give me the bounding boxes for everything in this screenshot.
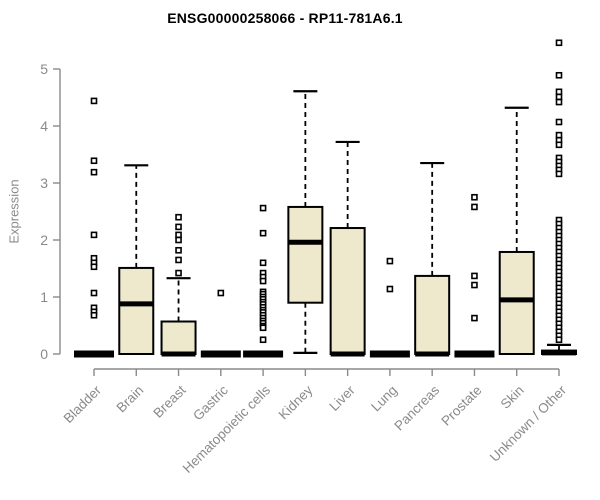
- flat-zero-bar-bladder: [74, 350, 114, 358]
- flat-zero-bar-hematopoietic-cells: [243, 350, 284, 358]
- outlier-point-unknown-other: [555, 39, 563, 47]
- outlier-point-lung: [386, 285, 394, 293]
- outlier-point-hematopoietic-cells: [259, 324, 267, 332]
- outlier-point-unknown-other: [555, 118, 563, 126]
- x-category-label-gastric: Gastric: [190, 382, 231, 423]
- x-category-label-liver: Liver: [326, 382, 358, 414]
- y-tick-label: 0: [40, 346, 48, 362]
- x-category-label-lung: Lung: [368, 383, 400, 415]
- chart-title: ENSG00000258066 - RP11-781A6.1: [167, 10, 403, 26]
- outlier-point-prostate: [471, 281, 478, 289]
- y-tick-label: 3: [40, 175, 48, 191]
- box-breast: [160, 320, 197, 356]
- outlier-point-bladder: [90, 311, 98, 319]
- outlier-point-gastric: [217, 289, 225, 297]
- outlier-point-unknown-other: [555, 93, 563, 101]
- x-category-label-breast: Breast: [150, 382, 188, 420]
- x-category-label-skin: Skin: [498, 383, 527, 412]
- box-pancreas: [414, 274, 451, 355]
- y-tick-label: 5: [40, 61, 48, 77]
- x-category-label-bladder: Bladder: [61, 382, 105, 426]
- outlier-point-breast: [175, 236, 182, 244]
- outlier-point-bladder: [90, 289, 98, 297]
- outlier-point-breast: [175, 246, 182, 254]
- x-category-label-prostate: Prostate: [438, 383, 484, 429]
- box-skin: [498, 250, 535, 355]
- outlier-point-breast: [175, 223, 182, 231]
- outlier-point-bladder: [90, 157, 98, 165]
- outlier-point-bladder: [90, 231, 98, 239]
- outlier-point-unknown-other: [555, 88, 563, 96]
- x-category-label-brain: Brain: [114, 383, 147, 416]
- outlier-point-bladder: [90, 168, 98, 176]
- outlier-point-breast: [175, 231, 182, 239]
- x-category-label-pancreas: Pancreas: [391, 382, 442, 433]
- outlier-point-hematopoietic-cells: [259, 229, 267, 237]
- y-tick-label: 4: [40, 118, 48, 134]
- outlier-point-unknown-other: [555, 71, 563, 79]
- outlier-point-unknown-other: [555, 170, 563, 178]
- outlier-point-hematopoietic-cells: [259, 277, 267, 285]
- y-tick-label: 1: [40, 289, 48, 305]
- x-category-label-unknown-other: Unknown / Other: [487, 382, 570, 465]
- outlier-point-hematopoietic-cells: [259, 204, 267, 212]
- outlier-point-lung: [386, 257, 394, 265]
- outlier-point-breast: [175, 256, 182, 264]
- outlier-point-hematopoietic-cells: [259, 336, 267, 344]
- outlier-point-prostate: [471, 314, 478, 322]
- outlier-point-unknown-other: [555, 131, 563, 139]
- outlier-point-prostate: [471, 193, 478, 201]
- flat-zero-bar-lung: [369, 350, 410, 358]
- outlier-point-bladder: [90, 97, 98, 105]
- box-brain: [118, 266, 155, 355]
- outlier-point-breast: [175, 213, 182, 221]
- outlier-point-unknown-other: [555, 141, 563, 149]
- outlier-point-prostate: [471, 203, 478, 211]
- outlier-point-hematopoietic-cells: [259, 259, 267, 267]
- outlier-point-bladder: [90, 263, 98, 271]
- flat-zero-bar-prostate: [454, 350, 495, 358]
- outlier-point-unknown-other: [555, 98, 563, 106]
- flat-zero-bar-gastric: [200, 350, 241, 358]
- x-category-label-kidney: Kidney: [276, 382, 316, 422]
- outlier-point-breast: [175, 269, 182, 277]
- box-liver: [329, 227, 366, 355]
- outlier-point-prostate: [471, 272, 478, 280]
- y-tick-label: 2: [40, 232, 48, 248]
- outlier-point-unknown-other: [555, 336, 563, 344]
- box-kidney: [287, 205, 324, 304]
